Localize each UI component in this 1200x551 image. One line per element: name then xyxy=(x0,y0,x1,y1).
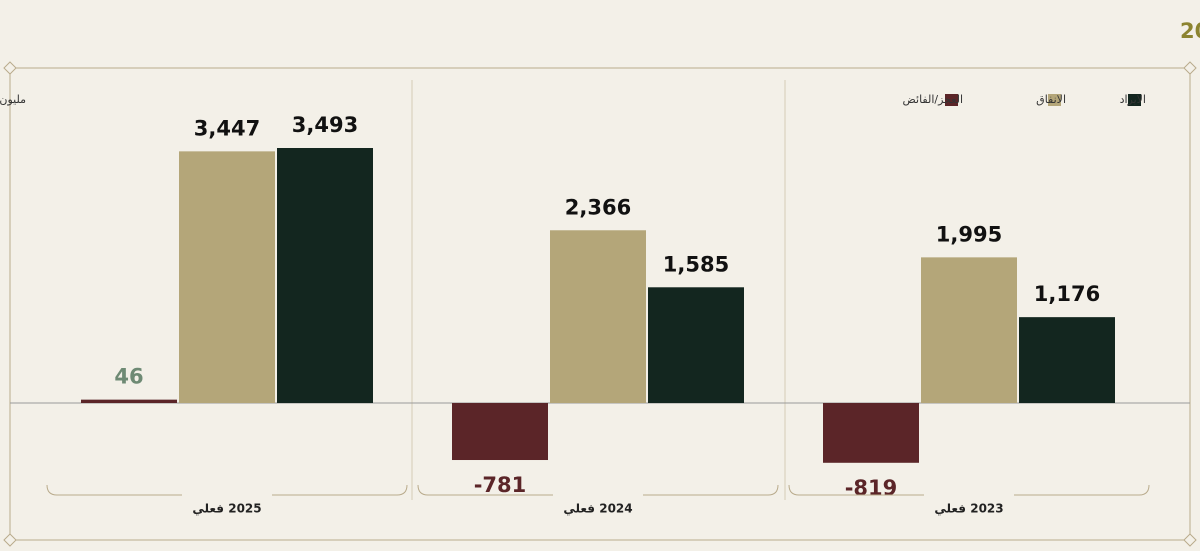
value-label: -781 xyxy=(474,473,527,497)
x-tick-label: 2023 فعلي xyxy=(934,502,1003,516)
category-bracket xyxy=(46,484,408,496)
value-label: 3,493 xyxy=(292,113,358,137)
value-label: 3,447 xyxy=(194,116,260,140)
bar xyxy=(452,403,548,461)
legend-swatch xyxy=(1128,94,1141,106)
bar xyxy=(921,257,1017,403)
bar xyxy=(277,148,373,403)
bar xyxy=(823,403,919,463)
unit-label: مليون / دولار xyxy=(0,93,26,106)
bar xyxy=(1019,317,1115,403)
chart-title: تحول مالي جوهري من العجز إلى الفائض والت… xyxy=(1180,16,1200,44)
x-tick-label: 2025 فعلي xyxy=(192,502,261,516)
value-label: 1,176 xyxy=(1034,282,1100,306)
bar xyxy=(648,287,744,403)
x-tick-label: 2024 فعلي xyxy=(563,502,632,516)
legend-label: الانفاق xyxy=(1036,93,1066,106)
value-label: 1,585 xyxy=(663,252,729,276)
category-bracket xyxy=(417,484,779,496)
value-label: 2,366 xyxy=(565,195,631,219)
value-label: 46 xyxy=(114,365,143,389)
value-label: 1,995 xyxy=(936,222,1002,246)
bar xyxy=(550,230,646,403)
bar xyxy=(81,399,177,403)
category-bracket xyxy=(788,484,1150,496)
legend-swatch xyxy=(1048,94,1061,106)
legend-label: العجز/الفائض xyxy=(903,93,963,106)
bar xyxy=(179,151,275,403)
value-label: -819 xyxy=(845,476,898,500)
legend-swatch xyxy=(945,94,958,106)
legend-label: الايراد xyxy=(1120,93,1146,106)
frame xyxy=(3,61,1197,547)
